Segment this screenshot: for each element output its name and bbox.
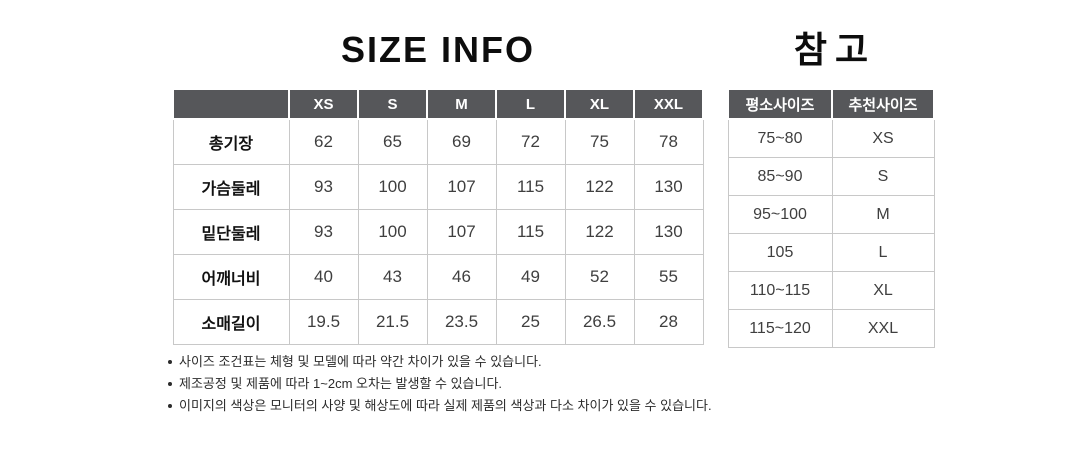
cell-value: 69: [426, 118, 497, 165]
ref-col-header-recommended: 추천사이즈: [831, 90, 935, 120]
cell-value: 122: [564, 164, 635, 210]
cell-value: 21.5: [357, 299, 428, 345]
cell-value: 62: [288, 118, 359, 165]
note-text: 이미지의 색상은 모니터의 사양 및 해상도에 따라 실제 제품의 색상과 다소…: [179, 398, 712, 413]
usual-size-value: 95~100: [727, 195, 833, 234]
cell-value: 93: [288, 164, 359, 210]
bullet-icon: [168, 404, 172, 408]
size-table: XS S M L XL XXL 총기장 62 65 69 72 75 78 가슴…: [172, 90, 704, 345]
cell-value: 19.5: [288, 299, 359, 345]
cell-value: 78: [633, 118, 704, 165]
size-col-header-xs: XS: [288, 90, 359, 120]
table-row-chest: 가슴둘레 93 100 107 115 122 130: [172, 164, 704, 210]
usual-size-value: 105: [727, 233, 833, 272]
cell-value: 115: [495, 209, 566, 255]
row-label: 어깨너비: [172, 254, 290, 300]
table-row: 85~90 S: [727, 157, 935, 196]
cell-value: 107: [426, 164, 497, 210]
row-label: 총기장: [172, 118, 290, 165]
table-row: 75~80 XS: [727, 118, 935, 158]
cell-value: 52: [564, 254, 635, 300]
row-label: 가슴둘레: [172, 164, 290, 210]
size-table-corner-cell: [172, 90, 290, 120]
size-info-title: SIZE INFO: [340, 29, 535, 70]
recommended-size-value: M: [831, 195, 935, 234]
table-row-hem: 밑단둘레 93 100 107 115 122 130: [172, 209, 704, 255]
table-row-shoulder: 어깨너비 40 43 46 49 52 55: [172, 254, 704, 300]
recommended-size-value: XL: [831, 271, 935, 310]
note-line: 제조공정 및 제품에 따라 1~2cm 오차는 발생할 수 있습니다.: [168, 373, 712, 395]
note-line: 이미지의 색상은 모니터의 사양 및 해상도에 따라 실제 제품의 색상과 다소…: [168, 395, 712, 417]
table-row: 105 L: [727, 233, 935, 272]
row-label: 밑단둘레: [172, 209, 290, 255]
cell-value: 40: [288, 254, 359, 300]
cell-value: 43: [357, 254, 428, 300]
cell-value: 25: [495, 299, 566, 345]
recommended-size-value: L: [831, 233, 935, 272]
usual-size-value: 110~115: [727, 271, 833, 310]
ref-col-header-usual: 평소사이즈: [727, 90, 833, 120]
cell-value: 107: [426, 209, 497, 255]
size-col-header-l: L: [495, 90, 566, 120]
cell-value: 65: [357, 118, 428, 165]
size-col-header-m: M: [426, 90, 497, 120]
reference-title: 참고: [793, 29, 877, 70]
bullet-icon: [168, 382, 172, 386]
reference-table-header-row: 평소사이즈 추천사이즈: [727, 90, 935, 120]
size-col-header-xl: XL: [564, 90, 635, 120]
cell-value: 26.5: [564, 299, 635, 345]
table-row: 115~120 XXL: [727, 309, 935, 348]
table-row-sleeve: 소매길이 19.5 21.5 23.5 25 26.5 28: [172, 299, 704, 345]
cell-value: 49: [495, 254, 566, 300]
row-label: 소매길이: [172, 299, 290, 345]
cell-value: 115: [495, 164, 566, 210]
cell-value: 122: [564, 209, 635, 255]
cell-value: 23.5: [426, 299, 497, 345]
cell-value: 130: [633, 164, 704, 210]
note-line: 사이즈 조건표는 체형 및 모델에 따라 약간 차이가 있을 수 있습니다.: [168, 351, 712, 373]
cell-value: 130: [633, 209, 704, 255]
usual-size-value: 115~120: [727, 309, 833, 348]
reference-table: 평소사이즈 추천사이즈 75~80 XS 85~90 S 95~100 M 10…: [727, 90, 935, 348]
size-col-header-xxl: XXL: [633, 90, 704, 120]
cell-value: 55: [633, 254, 704, 300]
recommended-size-value: S: [831, 157, 935, 196]
recommended-size-value: XS: [831, 118, 935, 158]
bullet-icon: [168, 360, 172, 364]
cell-value: 93: [288, 209, 359, 255]
note-text: 제조공정 및 제품에 따라 1~2cm 오차는 발생할 수 있습니다.: [179, 376, 503, 391]
cell-value: 75: [564, 118, 635, 165]
cell-value: 72: [495, 118, 566, 165]
table-row-total-length: 총기장 62 65 69 72 75 78: [172, 118, 704, 165]
table-row: 95~100 M: [727, 195, 935, 234]
table-row: 110~115 XL: [727, 271, 935, 310]
cell-value: 100: [357, 209, 428, 255]
cell-value: 46: [426, 254, 497, 300]
note-text: 사이즈 조건표는 체형 및 모델에 따라 약간 차이가 있을 수 있습니다.: [179, 354, 542, 369]
cell-value: 28: [633, 299, 704, 345]
size-table-header-row: XS S M L XL XXL: [172, 90, 704, 120]
usual-size-value: 75~80: [727, 118, 833, 158]
size-col-header-s: S: [357, 90, 428, 120]
usual-size-value: 85~90: [727, 157, 833, 196]
disclaimer-notes: 사이즈 조건표는 체형 및 모델에 따라 약간 차이가 있을 수 있습니다. 제…: [168, 351, 712, 417]
cell-value: 100: [357, 164, 428, 210]
recommended-size-value: XXL: [831, 309, 935, 348]
